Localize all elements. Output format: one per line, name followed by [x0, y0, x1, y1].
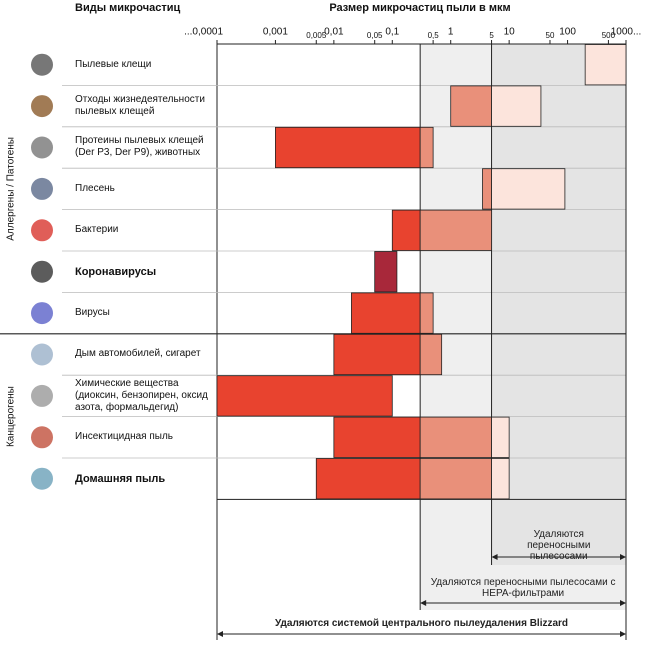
row-label: Пылевые клещи [75, 58, 152, 70]
x-tick-label: 1000... [611, 27, 642, 38]
row-label: Вирусы [75, 307, 110, 319]
bar-segment [351, 292, 421, 334]
bar-segment [419, 416, 492, 458]
x-tick-label: 1 [448, 27, 454, 38]
chart-title: Размер микрочастиц пыли в мкм [329, 2, 511, 14]
bar-segment [419, 126, 434, 169]
row-label: Домашняя пыль [75, 472, 166, 485]
x-tick-label: 0,5 [428, 31, 440, 40]
bar-segment [419, 292, 434, 334]
x-tick-label: 5 [489, 31, 494, 40]
row-label: Плесень [75, 182, 115, 194]
bar-segment [216, 375, 393, 417]
x-tick-label: 0,05 [367, 31, 383, 40]
x-tick-label: 10 [504, 27, 516, 38]
group-label: Канцерогены [6, 386, 17, 447]
bar-segment [419, 209, 492, 251]
bar [374, 251, 398, 293]
bar-segment [450, 85, 492, 127]
x-tick-label: 50 [546, 31, 555, 40]
zone-shade [491, 44, 626, 565]
row-icon [31, 302, 53, 325]
system-label: Удаляются системой центрального пылеудал… [274, 618, 569, 629]
row-icon [31, 95, 53, 118]
category-header: Виды микрочастиц [75, 2, 181, 14]
row-icon [31, 343, 53, 366]
bar-segment [315, 458, 421, 500]
row-icon [31, 53, 53, 76]
x-tick-label: 0,001 [263, 27, 288, 38]
bar-segment [391, 209, 421, 251]
x-tick-label: 100 [559, 27, 576, 38]
bar-segment [491, 458, 510, 500]
bar-segment [419, 458, 492, 500]
bar-segment [419, 333, 443, 376]
row-icon [31, 177, 53, 200]
x-tick-label: 0,1 [385, 27, 399, 38]
row-icon [31, 260, 53, 283]
row-icon [31, 426, 53, 449]
row-icon [31, 384, 53, 407]
row-icon [31, 467, 53, 490]
row-label: Протеины пылевых клещей (Der P3, Der P9)… [75, 135, 204, 159]
bar-segment [491, 416, 510, 458]
x-tick-label: 0,005 [306, 31, 327, 40]
row-label: Бактерии [75, 224, 119, 236]
zone-label: Удаляются переносными пылесосами с HEPA-… [430, 577, 616, 599]
row-label: Отходы жизнедеятельности пылевых клещей [75, 94, 205, 118]
bar-segment [275, 126, 421, 169]
x-tick-label: 0,01 [324, 27, 344, 38]
bar-segment [333, 333, 421, 376]
row-label: Химические вещества (диоксин, бензопирен… [75, 377, 208, 413]
bar-segment [482, 168, 492, 210]
row-label: Коронавирусы [75, 265, 157, 278]
row-icon [31, 219, 53, 242]
row-icon [31, 136, 53, 159]
row-label: Инсектицидная пыль [75, 431, 173, 443]
row-label: Дым автомобилей, сигарет [75, 348, 201, 360]
x-tick-label: ...0,0001 [184, 27, 223, 38]
bar-segment [333, 416, 421, 458]
group-label: Аллергены / Патогены [6, 137, 17, 241]
bar-segment [491, 85, 542, 127]
bar-segment [491, 168, 566, 210]
x-tick-label: 500 [602, 31, 616, 40]
bar-segment [584, 44, 627, 86]
zone-label: Удаляются переносными пылесосами [527, 529, 591, 562]
